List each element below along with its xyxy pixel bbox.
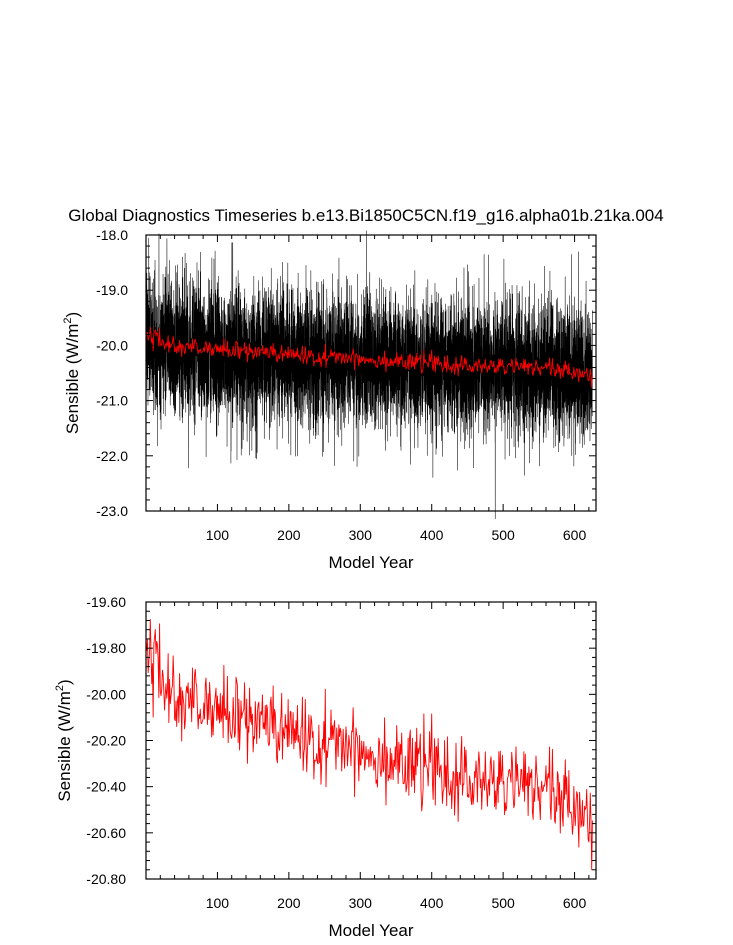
bottom-plot-data [146, 618, 593, 871]
top-plot: -18.0 -19.0 -20.0 -21.0 -22.0 -23.0 100 200 300… [62, 227, 597, 572]
bottom-plot-frame [145, 601, 597, 880]
y-tick-label: -20.60 [86, 825, 126, 841]
x-tick-label: 500 [491, 895, 515, 911]
x-tick-label: 600 [563, 527, 587, 543]
x-tick-label: 600 [563, 895, 587, 911]
y-tick-label: -18.0 [96, 227, 128, 243]
top-plot-x-axis-title: Model Year [328, 553, 413, 572]
x-tick-label: 300 [349, 895, 373, 911]
x-tick-label: 400 [420, 895, 444, 911]
y-tick-label: -19.80 [86, 640, 126, 656]
y-tick-label: -21.0 [96, 393, 128, 409]
bottom-plot-y-tick-labels: -19.60 -19.80 -20.00 -20.20 -20.40 -20.60 -20.… [86, 594, 126, 887]
x-tick-label: 100 [206, 527, 230, 543]
series-line-monthly [145, 230, 593, 520]
top-plot-y-axis-title: Sensible (W/m2) [62, 312, 82, 434]
top-plot-y-tick-labels: -18.0 -19.0 -20.0 -21.0 -22.0 -23.0 [96, 227, 128, 519]
series-line-annual [146, 618, 593, 871]
bottom-plot-y-axis-title: Sensible (W/m2) [54, 679, 74, 801]
x-tick-label: 300 [349, 527, 373, 543]
y-tick-label: -20.00 [86, 686, 126, 702]
y-tick-label: -20.0 [96, 337, 128, 353]
x-tick-label: 400 [420, 527, 444, 543]
top-plot-frame [145, 234, 597, 512]
x-tick-label: 200 [277, 527, 301, 543]
bottom-plot-ticks [146, 601, 596, 880]
y-tick-label: -19.60 [86, 594, 126, 610]
bottom-plot: -19.60 -19.80 -20.00 -20.20 -20.40 -20.60 -20.… [54, 594, 597, 940]
series-line-annual [146, 327, 593, 388]
top-plot-data [145, 230, 593, 520]
x-tick-label: 200 [277, 895, 301, 911]
x-tick-label: 500 [491, 527, 515, 543]
y-tick-label: -23.0 [96, 503, 128, 519]
figure-title: Global Diagnostics Timeseries b.e13.Bi18… [68, 206, 663, 225]
y-tick-label: -22.0 [96, 448, 128, 464]
bottom-plot-x-tick-labels: 100 200 300 400 500 600 [206, 895, 587, 911]
bottom-plot-x-axis-title: Model Year [328, 921, 413, 940]
y-tick-label: -20.80 [86, 871, 126, 887]
y-tick-label: -20.40 [86, 779, 126, 795]
y-tick-label: -20.20 [86, 733, 126, 749]
x-tick-label: 100 [206, 895, 230, 911]
top-plot-ticks [146, 234, 596, 512]
top-plot-x-tick-labels: 100 200 300 400 500 600 [206, 527, 587, 543]
y-tick-label: -19.0 [96, 282, 128, 298]
